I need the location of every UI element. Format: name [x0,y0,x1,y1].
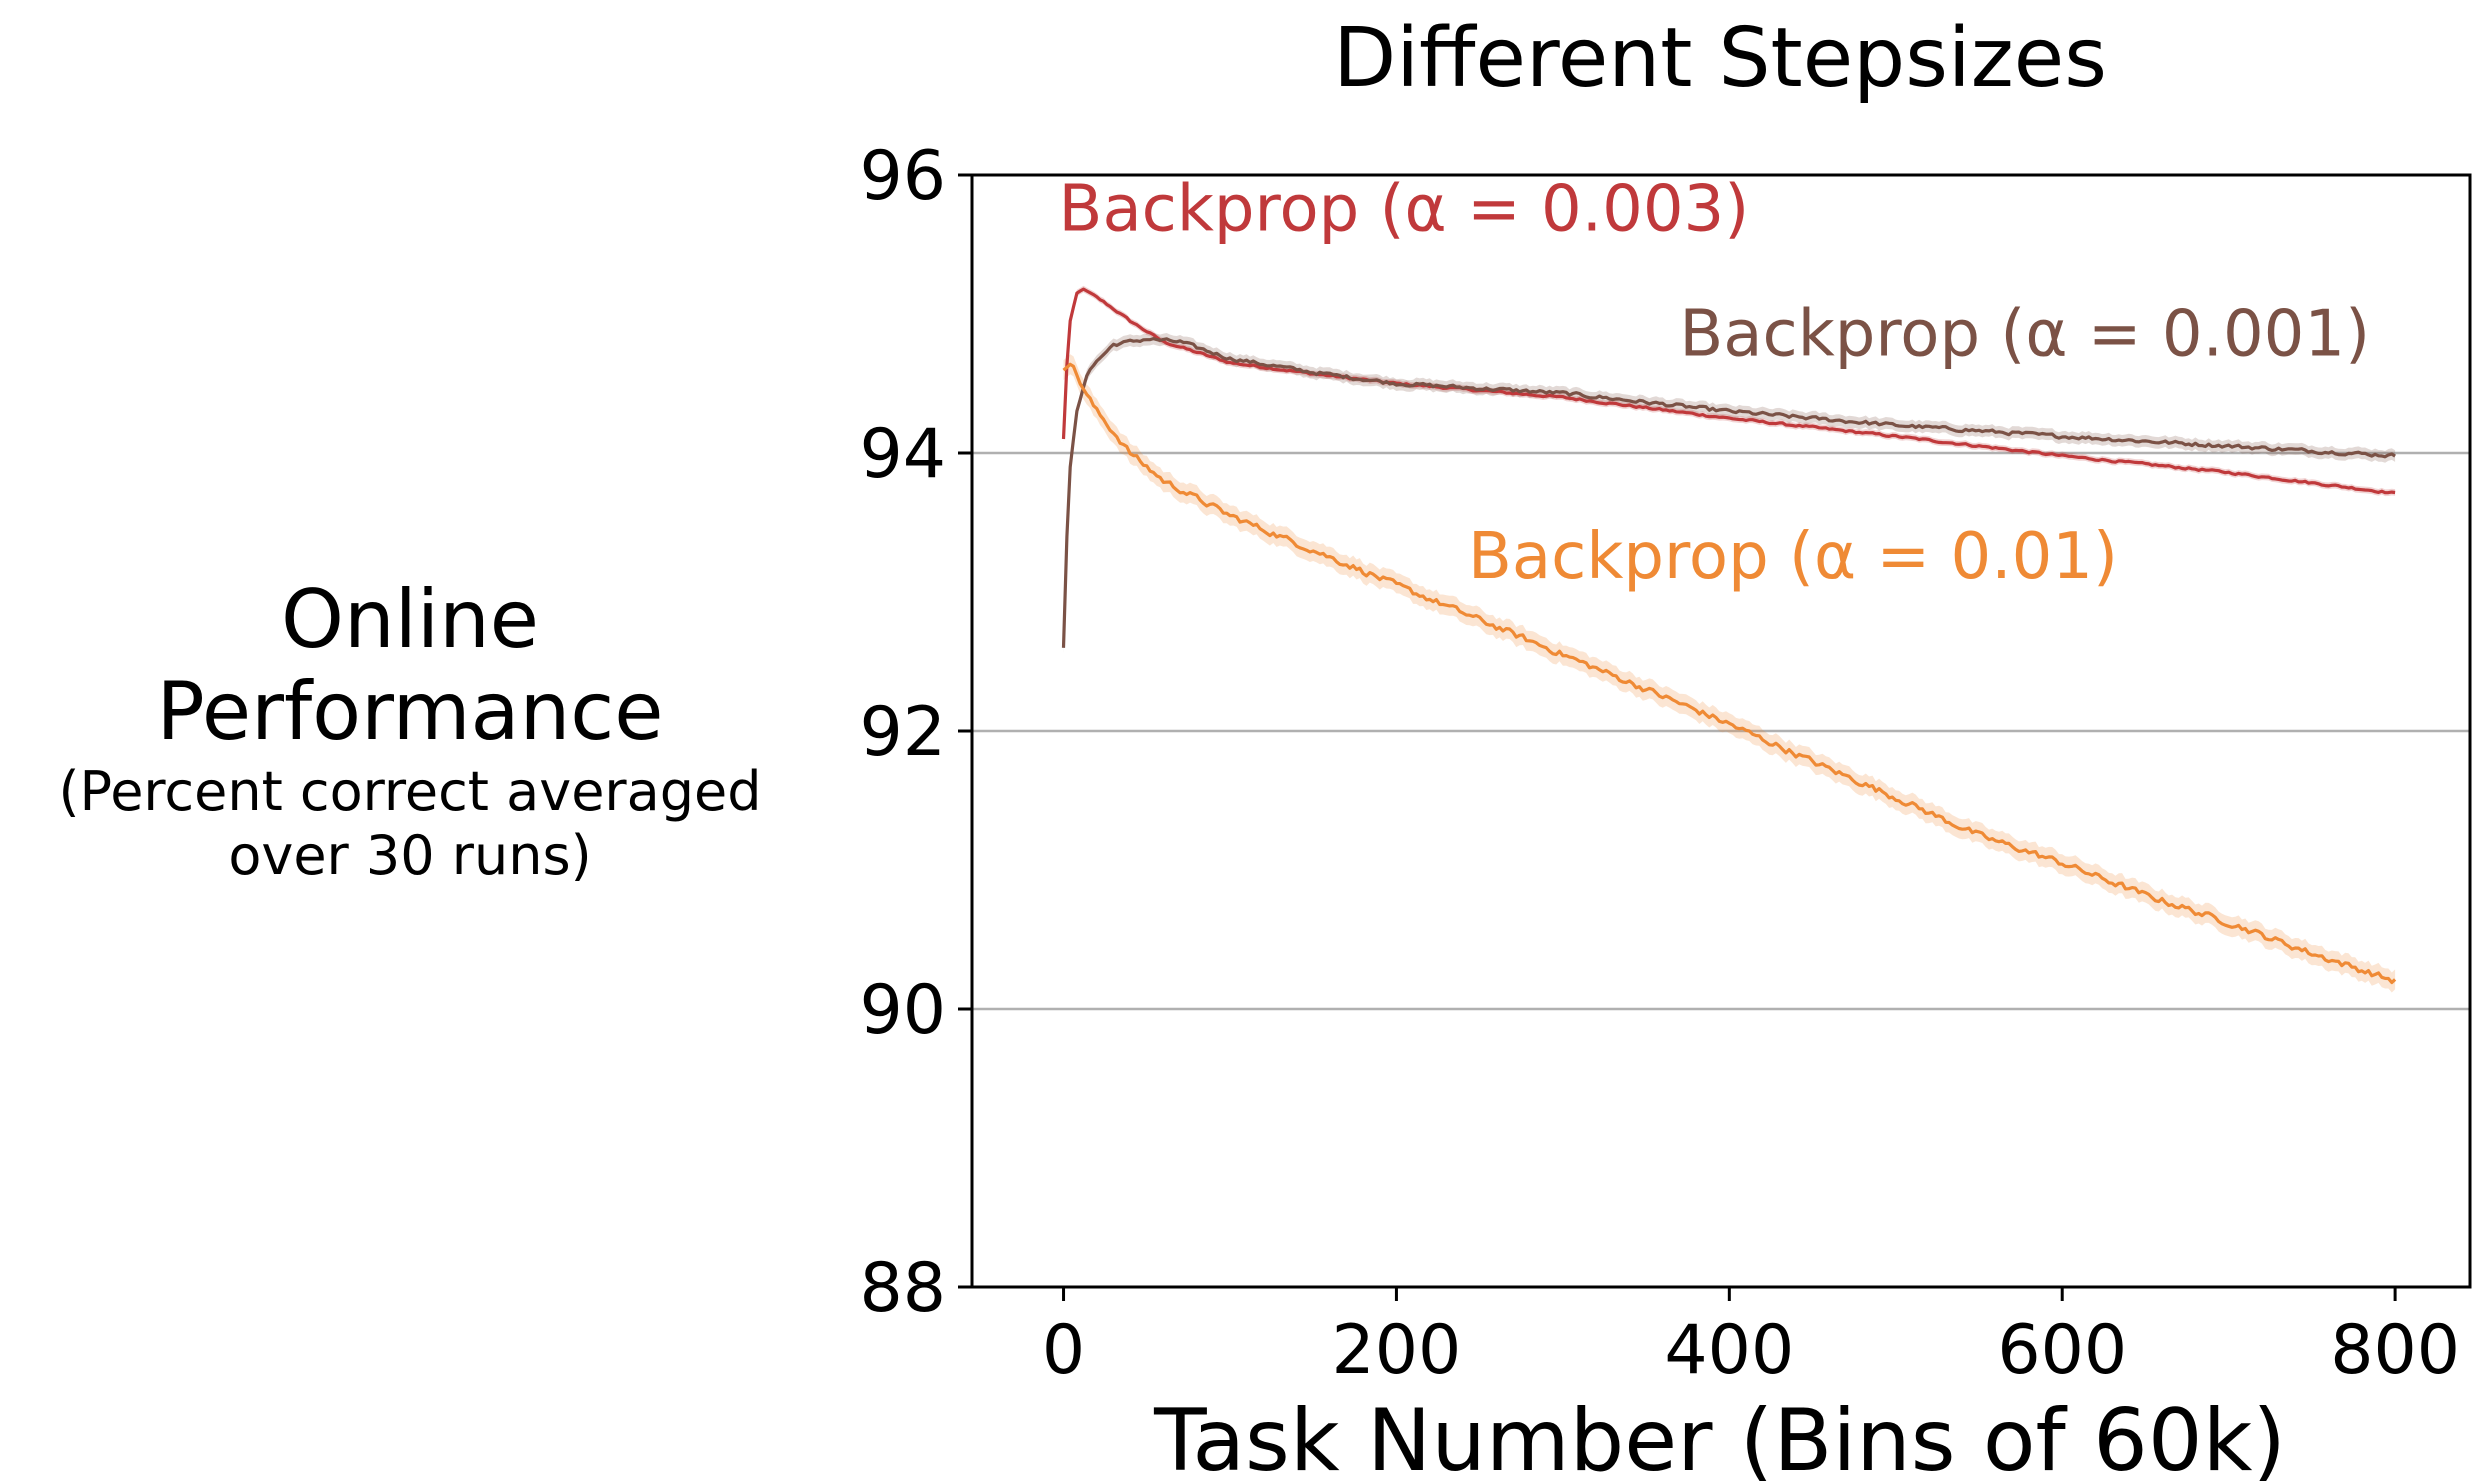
series-label-2: Backprop (α = 0.01) [1468,520,2118,594]
x-axis-label: Task Number (Bins of 60k) [1153,1391,2286,1481]
series-band-0 [1063,285,2396,497]
series-band-1 [1063,332,2396,654]
y-tick-label: 92 [859,693,946,772]
y-axis-label-line3: (Percent correct averaged [58,760,762,823]
x-tick-label: 0 [1042,1311,1085,1390]
grid-lines [972,451,2470,1011]
y-tick-label: 90 [859,971,946,1050]
y-axis-label-line4: over 30 runs) [228,824,592,887]
chart-title: Different Stepsizes [1333,11,2107,106]
series-bands [1063,285,2396,993]
series-band-2 [1063,354,2396,993]
series-labels: Backprop (α = 0.003) Backprop (α = 0.001)… [1059,173,2371,594]
y-tick-label: 96 [859,137,946,216]
x-tick-label: 400 [1664,1311,1794,1390]
series-label-1: Backprop (α = 0.001) [1679,298,2370,372]
series-line-0 [1061,287,2396,495]
x-tick-label: 800 [2330,1311,2460,1390]
series-lines [1061,287,2397,985]
x-tick-label: 600 [1997,1311,2127,1390]
y-tick-label: 88 [859,1249,946,1328]
axis-ticks: 88 90 92 94 96 0 200 400 600 800 [859,137,2460,1390]
y-axis-label-line1: Online [280,573,540,666]
x-tick-label: 200 [1332,1311,1462,1390]
y-axis-label-line2: Performance [156,665,664,758]
series-label-0: Backprop (α = 0.003) [1059,173,1750,247]
series-line-2 [1062,362,2397,985]
series-line-1 [1061,337,2396,648]
y-tick-label: 94 [859,415,946,494]
